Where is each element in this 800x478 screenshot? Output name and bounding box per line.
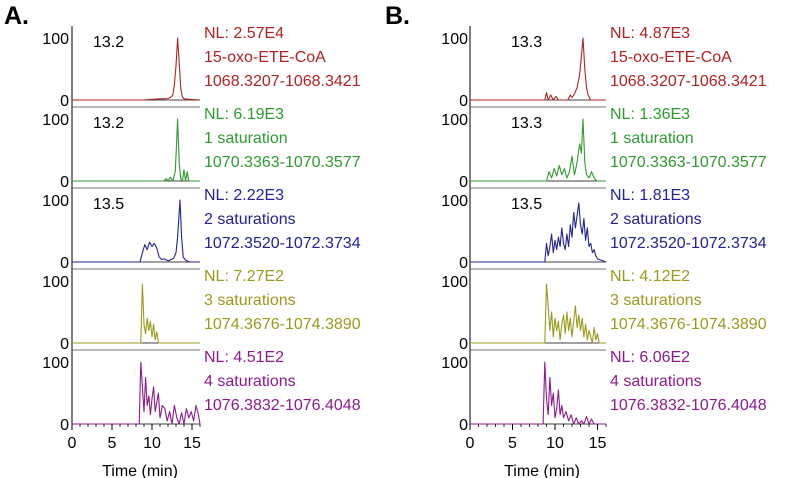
trace-line-blue — [470, 202, 607, 263]
compound-label: 4 saturations — [610, 373, 702, 390]
y-tick-label-100: 100 — [42, 355, 69, 372]
compound-label: 1 saturation — [610, 130, 694, 147]
nl-label: NL: 4.87E3 — [610, 25, 690, 42]
trace-line-green — [72, 118, 200, 182]
y-tick-label-0: 0 — [60, 174, 69, 191]
y-tick-label-100: 100 — [441, 193, 468, 210]
compound-label: 1 saturation — [204, 130, 288, 147]
nl-label: NL: 1.81E3 — [610, 187, 690, 204]
nl-label: NL: 4.51E2 — [204, 349, 284, 366]
x-tick-label: 15 — [589, 435, 607, 452]
y-tick-label-100: 100 — [441, 355, 468, 372]
trace-line-red — [72, 37, 201, 101]
mz-range-label: 1072.3520-1072.3734 — [204, 235, 361, 252]
compound-label: 2 saturations — [204, 211, 296, 228]
mz-range-label: 1074.3676-1074.3890 — [610, 316, 767, 333]
trace-line-red — [470, 37, 606, 101]
peak-retention-label: 13.5 — [511, 196, 542, 213]
x-axis-title: Time (min) — [504, 463, 580, 478]
peak-retention-label: 13.3 — [511, 34, 542, 51]
peak-retention-label: 13.3 — [511, 115, 542, 132]
x-tick-label: 5 — [508, 435, 517, 452]
y-tick-label-0: 0 — [459, 174, 468, 191]
mz-range-label: 1072.3520-1072.3734 — [610, 235, 767, 252]
x-tick-label: 0 — [466, 435, 475, 452]
mz-range-label: 1070.3363-1070.3577 — [204, 154, 361, 171]
panel-label: B. — [385, 2, 410, 30]
y-tick-label-0: 0 — [459, 417, 468, 434]
nl-label: NL: 7.27E2 — [204, 268, 284, 285]
x-tick-label: 15 — [183, 435, 201, 452]
trace-line-blue — [72, 199, 200, 263]
compound-label: 3 saturations — [204, 292, 296, 309]
y-tick-label-0: 0 — [459, 255, 468, 272]
compound-label: 2 saturations — [610, 211, 702, 228]
mz-range-label: 1076.3832-1076.4048 — [610, 397, 767, 414]
peak-retention-label: 13.5 — [93, 196, 124, 213]
y-tick-label-100: 100 — [441, 31, 468, 48]
trace-line-green — [470, 118, 606, 182]
compound-label: 15-oxo-ETE-CoA — [204, 49, 326, 66]
compound-label: 4 saturations — [204, 373, 296, 390]
mz-range-label: 1070.3363-1070.3577 — [610, 154, 767, 171]
y-tick-label-100: 100 — [42, 112, 69, 129]
y-tick-label-0: 0 — [459, 93, 468, 110]
peak-retention-label: 13.2 — [93, 115, 124, 132]
y-tick-label-0: 0 — [459, 336, 468, 353]
y-tick-label-0: 0 — [60, 93, 69, 110]
y-tick-label-100: 100 — [441, 112, 468, 129]
trace-line-purple — [470, 361, 606, 425]
trace-line-purple — [72, 361, 201, 425]
x-tick-label: 0 — [68, 435, 77, 452]
trace-line-olive — [470, 283, 606, 344]
x-tick-label: 10 — [143, 435, 161, 452]
nl-label: NL: 2.22E3 — [204, 187, 284, 204]
mz-range-label: 1074.3676-1074.3890 — [204, 316, 361, 333]
compound-label: 15-oxo-ETE-CoA — [610, 49, 732, 66]
nl-label: NL: 4.12E2 — [610, 268, 690, 285]
y-tick-label-0: 0 — [60, 255, 69, 272]
y-tick-label-100: 100 — [42, 31, 69, 48]
x-tick-label: 5 — [108, 435, 117, 452]
x-tick-label: 10 — [546, 435, 564, 452]
y-tick-label-100: 100 — [42, 193, 69, 210]
nl-label: NL: 2.57E4 — [204, 25, 284, 42]
nl-label: NL: 6.19E3 — [204, 106, 284, 123]
mz-range-label: 1068.3207-1068.3421 — [204, 73, 361, 90]
y-tick-label-100: 100 — [441, 274, 468, 291]
trace-line-olive — [72, 283, 200, 344]
y-tick-label-0: 0 — [60, 417, 69, 434]
x-axis-title: Time (min) — [102, 463, 178, 478]
mz-range-label: 1068.3207-1068.3421 — [610, 73, 767, 90]
compound-label: 3 saturations — [610, 292, 702, 309]
y-tick-label-100: 100 — [42, 274, 69, 291]
panel-label: A. — [4, 2, 29, 30]
peak-retention-label: 13.2 — [93, 34, 124, 51]
y-tick-label-0: 0 — [60, 336, 69, 353]
nl-label: NL: 1.36E3 — [610, 106, 690, 123]
nl-label: NL: 6.06E2 — [610, 349, 690, 366]
mz-range-label: 1076.3832-1076.4048 — [204, 397, 361, 414]
